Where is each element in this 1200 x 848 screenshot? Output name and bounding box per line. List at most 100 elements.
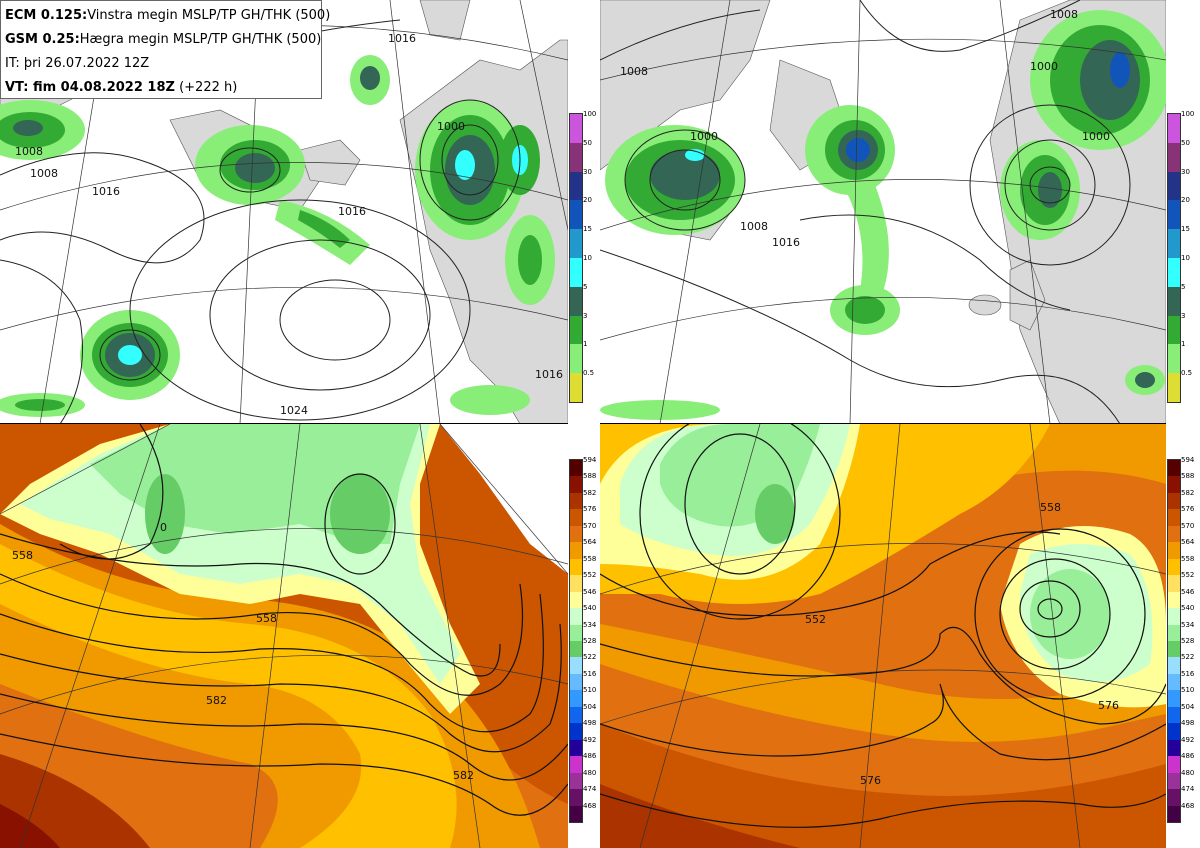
thickness-legend-swatch <box>570 739 582 757</box>
thickness-legend-swatch <box>570 789 582 807</box>
thickness-legend-swatch <box>570 624 582 642</box>
thickness-legend-swatch <box>570 706 582 724</box>
thickness-legend-swatch <box>1168 739 1180 757</box>
precip-legend-swatch <box>570 373 582 403</box>
precip-colorbar-labels-right: 100 50 30 20 15 10 5 3 1 0.5 <box>1181 110 1200 403</box>
thickness-legend-level-label: 576 <box>583 505 597 514</box>
thickness-legend-swatch <box>1168 608 1180 626</box>
thickness-legend-level-label: 516 <box>583 669 597 678</box>
thickness-colorbar-left <box>569 459 583 823</box>
thickness-legend-level-label: 582 <box>1181 488 1195 497</box>
ecm-model-label: ECM 0.125: <box>5 8 88 23</box>
thickness-legend-level-label: 528 <box>1181 637 1195 645</box>
thickness-legend-level-label: 486 <box>583 752 597 761</box>
thickness-label: 576 <box>1098 699 1119 712</box>
svalbard-land <box>419 0 471 41</box>
gsm-thickness-map-canvas: 552 576 576 558 <box>600 424 1166 848</box>
precip-legend-level-label: 0.5 <box>1181 369 1193 378</box>
precip-legend-swatch <box>1168 344 1180 374</box>
thickness-legend-level-label: 468 <box>1181 801 1195 810</box>
isobar-label: 1008 <box>1050 8 1078 21</box>
forecast-info-box: ECM 0.125:Vinstra megin MSLP/TP GH/THK (… <box>0 0 330 100</box>
thickness-legend-swatch <box>570 558 582 576</box>
thickness-legend-level-label: 534 <box>1181 620 1195 629</box>
precip-legend-swatch <box>570 171 582 201</box>
isobar-label: 1016 <box>338 205 366 218</box>
precip-legend-level-label: 50 <box>583 138 592 147</box>
thickness-legend-swatch <box>1168 509 1180 527</box>
thickness-legend-swatch <box>570 805 582 823</box>
ecm-thickness-map: 558 0 558 582 582 <box>0 424 568 848</box>
isobar-label: 1008 <box>740 220 768 233</box>
thickness-legend-swatch <box>570 723 582 741</box>
thickness-label: 582 <box>453 769 474 782</box>
precip-legend-swatch <box>570 286 582 317</box>
thickness-legend-level-label: 558 <box>583 554 597 563</box>
thickness-legend-level-label: 552 <box>583 571 597 580</box>
isobar-label: 1016 <box>92 185 120 198</box>
precip-legend-level-label: 30 <box>583 167 592 176</box>
thickness-legend-swatch <box>1168 657 1180 675</box>
isobar-label: 1008 <box>15 145 43 158</box>
island-land <box>968 294 1002 316</box>
ecm-mslp-precip-map: 1016 1008 1016 1000 1008 1016 1024 1016 … <box>0 0 568 424</box>
thickness-label: 0 <box>160 521 167 534</box>
valid-time: VT: fim 04.08.2022 18Z <box>5 80 175 95</box>
precip-legend-swatch <box>570 142 582 173</box>
initial-time-line: IT: þri 26.07.2022 12Z <box>5 52 317 76</box>
precip-legend-swatch <box>1168 142 1180 173</box>
greenland-land <box>600 0 771 171</box>
thickness-legend-swatch <box>1168 673 1180 691</box>
thickness-legend-swatch <box>1168 575 1180 593</box>
thickness-legend-swatch <box>570 756 582 774</box>
thickness-legend-level-label: 594 <box>583 456 597 464</box>
precip-colorbar-labels-left: 100 50 30 20 15 10 5 3 1 0.5 <box>583 110 600 403</box>
thickness-legend-swatch <box>570 575 582 593</box>
panel-divider <box>600 423 1166 424</box>
precip-legend-level-label: 5 <box>1181 282 1186 291</box>
thickness-legend-swatch <box>570 509 582 527</box>
gsm-thickness-map: 552 576 576 558 <box>600 424 1166 848</box>
thickness-legend-swatch <box>570 460 582 477</box>
precip-legend-level-label: 100 <box>583 110 597 118</box>
thickness-legend-swatch <box>570 591 582 609</box>
geopotential-contours <box>600 424 1166 828</box>
thickness-legend-swatch <box>570 542 582 560</box>
thickness-label: 558 <box>12 549 33 562</box>
thickness-legend-level-label: 498 <box>1181 719 1195 728</box>
thickness-legend-level-label: 588 <box>1181 472 1195 481</box>
thickness-legend-level-label: 480 <box>1181 768 1195 777</box>
thickness-legend-swatch <box>570 673 582 691</box>
valid-time-line: VT: fim 04.08.2022 18Z (+222 h) <box>5 76 317 100</box>
isobar-label: 1000 <box>1082 130 1110 143</box>
precip-legend-level-label: 100 <box>1181 110 1195 118</box>
thickness-legend-swatch <box>1168 558 1180 576</box>
precip-legend-level-label: 1 <box>1181 340 1186 349</box>
ecm-info-line: ECM 0.125:Vinstra megin MSLP/TP GH/THK (… <box>5 4 330 28</box>
thickness-legend-swatch <box>1168 772 1180 790</box>
precip-legend-level-label: 10 <box>1181 254 1190 262</box>
precip-legend-swatch <box>1168 114 1180 144</box>
isobar-label: 1000 <box>690 130 718 143</box>
thickness-legend-level-label: 570 <box>1181 521 1195 530</box>
thickness-label: 558 <box>256 612 277 625</box>
thickness-legend-swatch <box>570 690 582 708</box>
left-legend-gutter: 100 50 30 20 15 10 5 3 1 0.5 594 588 582 576 570 564 55… <box>568 0 600 848</box>
precip-legend-swatch <box>570 114 582 144</box>
thickness-legend-swatch <box>570 772 582 790</box>
isobar-label: 1016 <box>772 236 800 249</box>
thickness-legend-level-label: 558 <box>1181 554 1195 563</box>
right-legend-gutter: 100 50 30 20 15 10 5 3 1 0.5 594 588 582 576 570 564 55… <box>1166 0 1200 848</box>
thickness-legend-level-label: 576 <box>1181 505 1195 514</box>
thickness-legend-level-label: 474 <box>583 785 597 794</box>
isobar-label: 1000 <box>1030 60 1058 73</box>
initial-time: IT: þri 26.07.2022 12Z <box>5 56 150 71</box>
thickness-legend-swatch <box>570 641 582 658</box>
thickness-legend-level-label: 546 <box>583 587 597 596</box>
gsm-model-label: GSM 0.25: <box>5 32 80 47</box>
panel-divider <box>0 423 568 424</box>
thickness-legend-level-label: 570 <box>583 521 597 530</box>
thickness-legend-swatch <box>1168 690 1180 708</box>
graticule <box>600 424 1166 848</box>
thickness-label: 552 <box>805 613 826 626</box>
